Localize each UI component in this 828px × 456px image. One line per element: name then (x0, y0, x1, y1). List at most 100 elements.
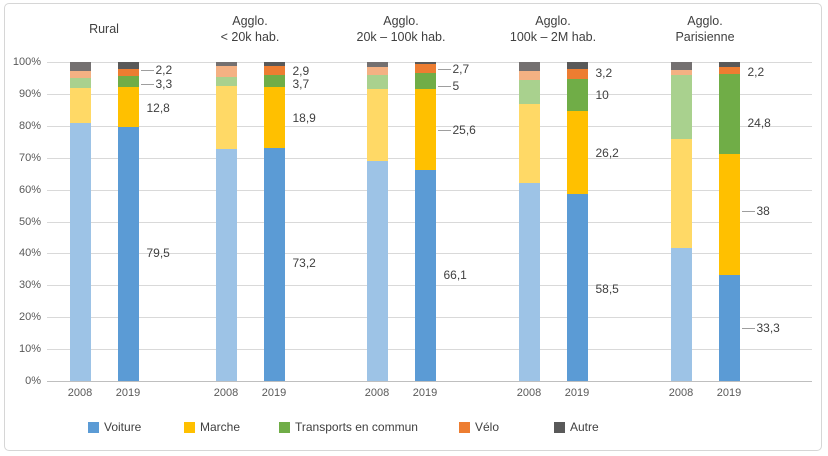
x-axis-year-label: 2019 (261, 387, 287, 399)
segment-autre-2008 (215, 62, 237, 66)
legend-swatch-marche (184, 422, 195, 433)
x-axis-year-label: 2019 (716, 387, 742, 399)
group-title-line: 20k – 100k hab. (356, 30, 446, 44)
data-label-marche: 12,8 (146, 101, 170, 115)
segment-autre-2008 (518, 62, 540, 71)
leader-line (140, 84, 154, 85)
bar-2008 (670, 62, 692, 381)
segment-voiture-2008 (670, 247, 692, 381)
segment-tc-2008 (69, 78, 91, 89)
segment-marche-2008 (215, 85, 237, 150)
data-label-voiture: 66,1 (443, 268, 467, 282)
group-title: Agglo. 100k – 2M hab. (478, 11, 628, 47)
group-title-line: Rural (89, 22, 119, 36)
group-title-line: Agglo. (535, 14, 571, 28)
segment-marche-2019 (718, 153, 740, 275)
segment-velo-2008 (215, 65, 237, 77)
segment-voiture-2019 (414, 170, 436, 381)
segment-marche-2008 (69, 88, 91, 124)
y-axis-tick-label: 50% (18, 216, 41, 228)
y-axis-tick-label: 0% (25, 375, 41, 387)
legend-item-autre: Autre (554, 420, 599, 435)
segment-voiture-2019 (263, 147, 285, 381)
segment-tc-2008 (670, 75, 692, 140)
legend-label: Vélo (475, 420, 500, 434)
group-title-line: 100k – 2M hab. (509, 30, 597, 44)
group-title: Agglo. 20k – 100k hab. (326, 11, 476, 47)
segment-velo-2019 (117, 69, 139, 77)
bar-2008 (518, 62, 540, 381)
segment-marche-2019 (414, 88, 436, 171)
segment-velo-2008 (69, 70, 91, 79)
y-axis-tick-label: 30% (18, 279, 41, 291)
segment-autre-2019 (263, 62, 285, 67)
segment-velo-2019 (718, 67, 740, 75)
segment-marche-2019 (566, 110, 588, 195)
bar-2019 (718, 62, 740, 381)
x-axis-year-label: 2008 (213, 387, 239, 399)
segment-autre-2008 (670, 62, 692, 71)
data-label-marche: 25,6 (452, 123, 476, 137)
group-title-line: Agglo. (687, 14, 723, 28)
segment-autre-2019 (414, 62, 436, 64)
group-title-line: < 20k hab. (220, 30, 280, 44)
segment-velo-2019 (566, 68, 588, 79)
data-label-tc: 3,7 (292, 77, 310, 91)
data-label-velo: 2,9 (292, 64, 310, 78)
legend-item-marche: Marche (184, 420, 240, 435)
segment-autre-2019 (117, 62, 139, 70)
legend-item-tc: Transports en commun (279, 420, 418, 435)
legend-swatch-tc (279, 422, 290, 433)
segment-voiture-2019 (566, 194, 588, 381)
bar-2008 (215, 62, 237, 381)
data-label-voiture: 33,3 (756, 321, 780, 335)
segment-marche-2008 (366, 89, 388, 162)
leader-line (437, 86, 451, 87)
data-label-marche: 26,2 (595, 146, 619, 160)
legend-label: Marche (200, 420, 241, 434)
segment-tc-2008 (366, 75, 388, 90)
segment-voiture-2008 (215, 149, 237, 381)
gridline (47, 381, 812, 382)
segment-marche-2019 (263, 87, 285, 148)
x-axis-year-label: 2008 (516, 387, 542, 399)
leader-line (140, 70, 154, 71)
leader-line (437, 130, 451, 131)
y-axis-tick-label: 70% (18, 152, 41, 164)
group-title: Rural (29, 11, 179, 47)
data-label-velo: 2,2 (155, 63, 173, 77)
bar-2019 (414, 62, 436, 381)
x-axis-year-label: 2019 (115, 387, 141, 399)
data-label-velo: 3,2 (595, 66, 613, 80)
segment-velo-2019 (263, 66, 285, 76)
data-label-tc: 10 (595, 88, 609, 102)
segment-voiture-2008 (69, 123, 91, 381)
data-label-velo: 2,7 (452, 62, 470, 76)
data-label-voiture: 58,5 (595, 282, 619, 296)
segment-tc-2008 (518, 79, 540, 105)
segment-voiture-2019 (718, 274, 740, 381)
segment-marche-2008 (518, 104, 540, 184)
segment-velo-2008 (518, 70, 540, 80)
bar-2019 (263, 62, 285, 381)
y-axis-tick-label: 40% (18, 247, 41, 259)
y-axis-tick-label: 90% (18, 88, 41, 100)
leader-line (437, 69, 451, 70)
legend-label: Autre (570, 420, 599, 434)
group-title-line: Parisienne (675, 30, 735, 44)
bar-2019 (566, 62, 588, 381)
legend-item-velo: Vélo (459, 420, 499, 435)
segment-marche-2019 (117, 86, 139, 128)
data-label-voiture: 73,2 (292, 256, 316, 270)
segment-autre-2008 (366, 62, 388, 68)
data-label-tc: 5 (452, 79, 460, 93)
data-label-marche: 18,9 (292, 111, 316, 125)
bar-2019 (117, 62, 139, 381)
segment-velo-2008 (366, 67, 388, 76)
bar-2008 (69, 62, 91, 381)
segment-velo-2008 (670, 70, 692, 76)
y-axis-tick-label: 60% (18, 184, 41, 196)
x-axis-year-label: 2008 (67, 387, 93, 399)
segment-tc-2019 (566, 78, 588, 111)
